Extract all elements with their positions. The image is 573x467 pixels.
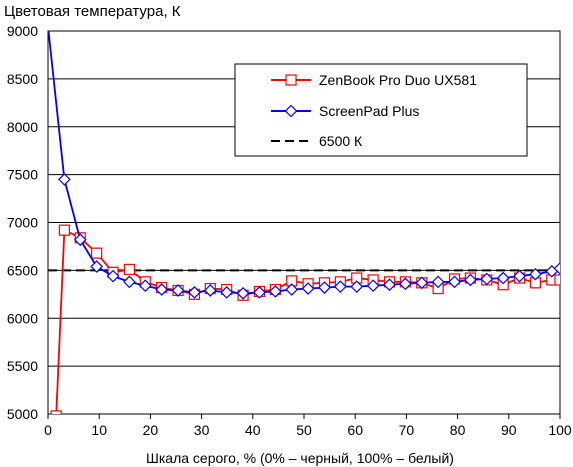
series-screenpad-plus-point <box>399 277 412 291</box>
series-zenbook-pro-duo-ux581-point <box>50 410 62 414</box>
y-tick-label: 7500 <box>7 167 38 183</box>
series-screenpad-plus <box>48 31 560 300</box>
series-screenpad-plus-point <box>236 287 250 300</box>
x-tick-label: 90 <box>501 422 517 438</box>
series-screenpad-plus-point <box>90 260 103 273</box>
series-screenpad-plus-point <box>138 279 152 293</box>
x-tick-label: 30 <box>194 422 210 438</box>
series-screenpad-plus-point <box>285 283 299 296</box>
y-tick-label: 9000 <box>7 23 38 39</box>
legend-label: 6500 К <box>319 133 363 149</box>
series-screenpad-plus-point <box>448 275 461 289</box>
series-screenpad-plus-point <box>350 280 364 294</box>
series-screenpad-plus-point <box>253 286 266 299</box>
series-screenpad-plus-point <box>529 267 542 281</box>
series-layer <box>48 31 560 414</box>
x-tick-label: 10 <box>91 422 107 438</box>
series-screenpad-plus-point <box>480 272 494 286</box>
series-screenpad-plus-point <box>513 269 526 283</box>
legend: ZenBook Pro Duo UX581 ScreenPad Plus 6500 … <box>234 63 528 157</box>
x-tick-label: 40 <box>245 422 261 438</box>
legend-item-1: ScreenPad Plus <box>271 103 419 119</box>
series-screenpad-plus-point <box>553 262 560 275</box>
legend-label: ScreenPad Plus <box>319 103 419 119</box>
x-axis-label: Шкала серого, % (0% – черный, 100% – бел… <box>146 450 454 466</box>
series-screenpad-plus-point <box>431 275 445 289</box>
y-tick-label: 8000 <box>7 119 38 135</box>
series-screenpad-plus-point <box>415 276 429 290</box>
series-screenpad-plus-point <box>496 271 510 285</box>
series-screenpad-plus-point <box>464 273 477 287</box>
x-tick-label: 100 <box>548 422 572 438</box>
series-screenpad-plus-point <box>188 286 201 299</box>
x-tick-label: 70 <box>399 422 415 438</box>
y-tick-label: 5000 <box>7 406 38 422</box>
series-screenpad-plus-point <box>203 284 217 297</box>
series-screenpad-plus-point <box>106 269 120 283</box>
x-tick-label: 0 <box>44 422 52 438</box>
y-tick-label: 7000 <box>7 215 38 231</box>
series-screenpad-plus-point <box>268 285 282 298</box>
x-tick-label: 80 <box>450 422 466 438</box>
legend-item-0: ZenBook Pro Duo UX581 <box>271 72 477 88</box>
y-tick-label: 6000 <box>7 310 38 326</box>
series-zenbook-pro-duo-ux581-point <box>91 247 103 259</box>
y-tick-label: 5500 <box>7 358 38 374</box>
x-tick-label: 20 <box>143 422 159 438</box>
series-screenpad-plus-point <box>220 286 234 299</box>
series-zenbook-pro-duo-ux581-point <box>123 263 136 276</box>
y-tick-label: 8500 <box>7 71 38 87</box>
x-tick-label: 50 <box>296 422 312 438</box>
series-screenpad-plus-point <box>301 282 315 295</box>
series-screenpad-plus-point <box>366 279 380 293</box>
x-tick-label: 60 <box>347 422 363 438</box>
series-screenpad-plus-point <box>73 233 87 247</box>
series-screenpad-plus-point <box>58 173 71 186</box>
legend-label: ZenBook Pro Duo UX581 <box>319 72 477 88</box>
legend-point <box>285 74 297 86</box>
series-zenbook-pro-duo-ux581-point <box>554 274 560 286</box>
series-screenpad-plus-point <box>383 278 396 292</box>
legend-point <box>284 104 298 118</box>
series-screenpad-plus-point <box>155 283 169 296</box>
series-zenbook-pro-duo-ux581 <box>50 224 560 414</box>
series-zenbook-pro-duo-ux581-line <box>55 228 560 414</box>
series-screenpad-plus-point <box>171 284 185 297</box>
x-axis: 0 10 20 30 40 50 60 70 80 90 100 <box>44 414 572 438</box>
series-screenpad-plus-point <box>48 31 50 33</box>
series-screenpad-plus-point <box>123 275 136 289</box>
y-axis: 5000 5500 6000 6500 7000 7500 8000 8500 9000 <box>7 23 38 422</box>
y-tick-label: 6500 <box>7 262 38 278</box>
chart-title: Цветовая температура, К <box>4 3 181 20</box>
series-screenpad-plus-point <box>334 280 347 294</box>
series-zenbook-pro-duo-ux581-point <box>58 224 70 236</box>
series-screenpad-plus-point <box>318 281 331 294</box>
legend-item-2: 6500 К <box>271 133 363 149</box>
